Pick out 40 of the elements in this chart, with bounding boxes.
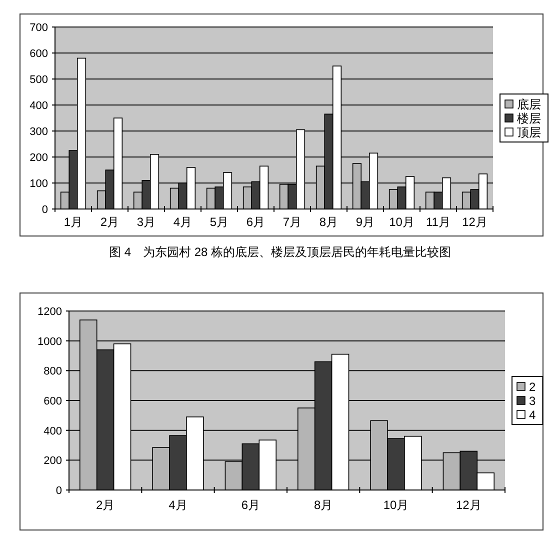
legend-label: 顶层 — [517, 126, 541, 140]
y-tick-label: 600 — [44, 396, 62, 408]
x-tick-label: 4月 — [168, 498, 188, 512]
legend-label: 3 — [529, 394, 536, 408]
y-tick-label: 500 — [30, 74, 48, 86]
x-tick-label: 10月 — [389, 215, 414, 229]
y-tick-label: 600 — [30, 48, 48, 60]
x-tick-label: 6月 — [241, 498, 260, 512]
x-tick-label: 6月 — [246, 215, 266, 229]
y-tick-label: 0 — [42, 204, 48, 216]
y-tick-label: 400 — [44, 425, 62, 438]
legend-label: 2 — [529, 380, 536, 394]
legend-label: 底层 — [517, 98, 541, 112]
x-tick-label: 2月 — [96, 498, 115, 512]
y-tick-label: 300 — [30, 126, 48, 138]
y-tick-label: 200 — [30, 152, 48, 164]
y-tick-label: 800 — [44, 366, 62, 378]
x-tick-label: 3月 — [136, 215, 156, 229]
x-tick-label: 7月 — [282, 215, 302, 229]
x-tick-label: 8月 — [314, 498, 333, 512]
x-tick-label: 11月 — [426, 215, 450, 229]
x-tick-label: 9月 — [356, 215, 375, 229]
y-tick-label: 100 — [30, 178, 48, 190]
x-tick-label: 5月 — [210, 215, 229, 229]
x-tick-label: 4月 — [173, 215, 192, 229]
x-tick-label: 12月 — [456, 498, 482, 512]
legend-label: 楼层 — [517, 112, 541, 126]
y-tick-label: 700 — [30, 22, 48, 34]
legend-label: 4 — [529, 408, 536, 422]
x-tick-label: 2月 — [100, 215, 120, 229]
caption: 图 4 为东园村 28 栋的底层、楼层及顶层居民的年耗电量比较图 — [108, 245, 452, 259]
x-tick-label: 10月 — [383, 498, 409, 512]
y-tick-label: 1200 — [38, 306, 62, 318]
y-tick-label: 1000 — [38, 336, 62, 348]
y-tick-label: 400 — [30, 100, 48, 112]
y-tick-label: 200 — [44, 455, 62, 468]
y-tick-label: 0 — [56, 485, 62, 497]
x-tick-label: 8月 — [319, 215, 338, 229]
x-tick-label: 12月 — [462, 215, 488, 229]
x-tick-label: 1月 — [64, 215, 83, 229]
